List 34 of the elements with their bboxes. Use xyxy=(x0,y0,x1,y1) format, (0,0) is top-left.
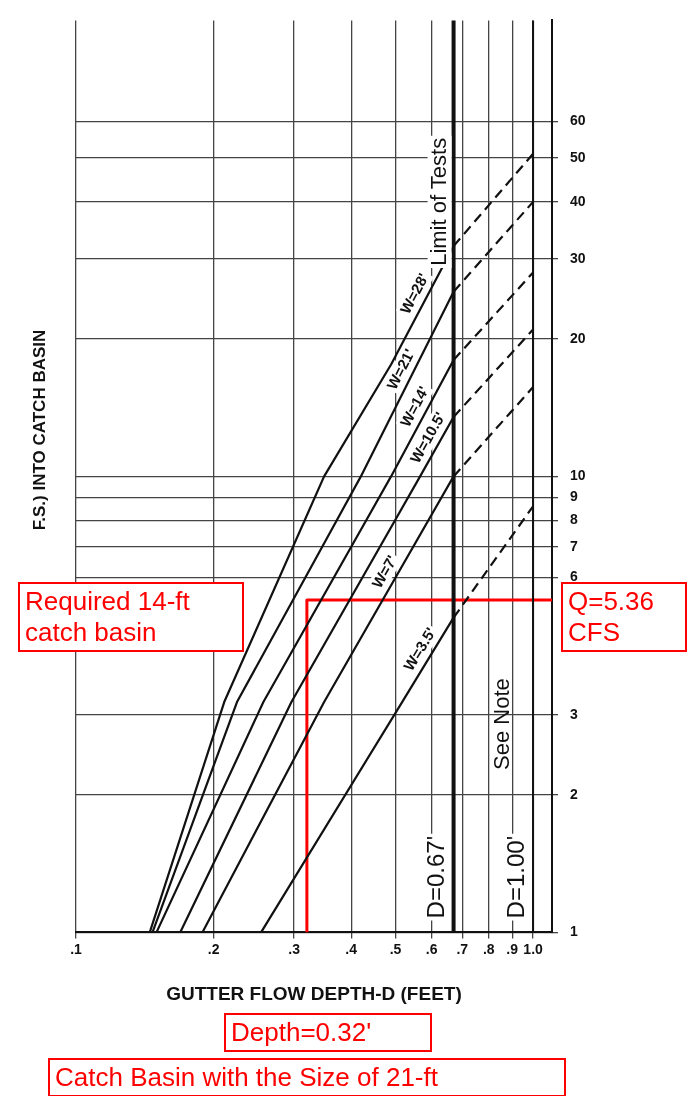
y-tick-label: 6 xyxy=(570,568,578,585)
y-tick-label: 3 xyxy=(570,705,578,722)
text: W=7' xyxy=(368,552,401,591)
ref-line-label: D=0.67' xyxy=(422,835,450,919)
y-tick-label: 20 xyxy=(570,329,586,346)
y-tick-label: 10 xyxy=(570,467,586,484)
x-tick-label: .5 xyxy=(389,940,402,957)
text: Q=5.36 CFS xyxy=(568,586,655,647)
ref-line-label: D=1.00' xyxy=(501,835,529,919)
x-tick-label: .3 xyxy=(288,940,301,957)
y-axis-title: F.S.) INTO CATCH BASIN xyxy=(29,329,49,531)
x-tick-label: .7 xyxy=(456,940,469,957)
y-tick-label: 60 xyxy=(570,112,586,129)
annotation: See Note xyxy=(488,678,515,770)
y-tick-label: 9 xyxy=(570,488,578,505)
y-tick-label: 1 xyxy=(570,923,578,940)
annotation: Required 14-ft catch basin xyxy=(18,582,244,652)
y-tick-label: 30 xyxy=(570,249,586,266)
y-tick-label: 7 xyxy=(570,537,578,554)
x-tick-label: 1.0 xyxy=(523,940,544,957)
x-tick-label: .6 xyxy=(425,940,438,957)
x-tick-label: .8 xyxy=(482,940,495,957)
y-tick-label: 50 xyxy=(570,148,586,165)
annotation: Limit of Tests xyxy=(425,137,451,266)
y-tick-label: 2 xyxy=(570,785,578,802)
x-tick-label: .9 xyxy=(506,940,519,957)
x-axis-title: GUTTER FLOW DEPTH-D (FEET) xyxy=(166,982,462,1004)
x-tick-label: .1 xyxy=(70,940,83,957)
text: Depth=0.32' xyxy=(224,1013,432,1052)
x-tick-label: .2 xyxy=(207,940,220,957)
text: Catch Basin with the Size of 21-ft xyxy=(48,1058,566,1096)
y-tick-label: 40 xyxy=(570,192,586,209)
x-tick-label: .4 xyxy=(345,940,358,957)
y-tick-label: 8 xyxy=(570,511,578,528)
